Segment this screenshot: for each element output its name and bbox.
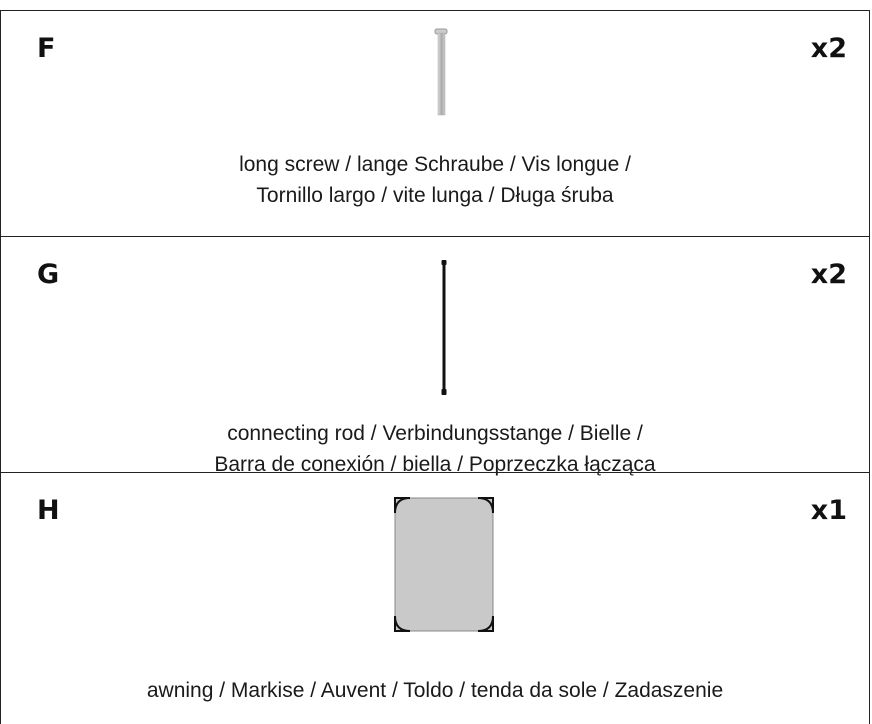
part-letter: G (37, 259, 60, 290)
description-line: awning / Markise / Auvent / Toldo / tend… (146, 679, 724, 702)
part-row: G x2 connecting rod / Verbindungsstange … (0, 236, 870, 476)
part-letter: F (37, 33, 56, 64)
description-line: long screw / lange Schraube / Vis longue… (239, 153, 631, 176)
part-description: awning / Markise / Auvent / Toldo / tend… (1, 675, 869, 706)
rod-illustration (441, 260, 447, 395)
part-description: long screw / lange Schraube / Vis longue… (1, 149, 869, 211)
part-letter: H (37, 495, 60, 526)
part-description: connecting rod / Verbindungsstange / Bie… (1, 418, 869, 480)
description-line: Tornillo largo / vite lunga / Długa śrub… (256, 184, 614, 207)
screw-illustration (434, 28, 448, 116)
part-quantity: x1 (810, 495, 847, 526)
part-quantity: x2 (810, 33, 847, 64)
part-quantity: x2 (810, 259, 847, 290)
part-row: H x1 awning / Markise / Auvent / Toldo /… (0, 472, 870, 724)
part-row: F x2 long screw / lange Schraube / Vis l… (0, 10, 870, 237)
description-line: connecting rod / Verbindungsstange / Bie… (227, 422, 643, 445)
awning-illustration (394, 497, 494, 632)
description-line: Barra de conexión / biella / Poprzeczka … (214, 453, 656, 476)
